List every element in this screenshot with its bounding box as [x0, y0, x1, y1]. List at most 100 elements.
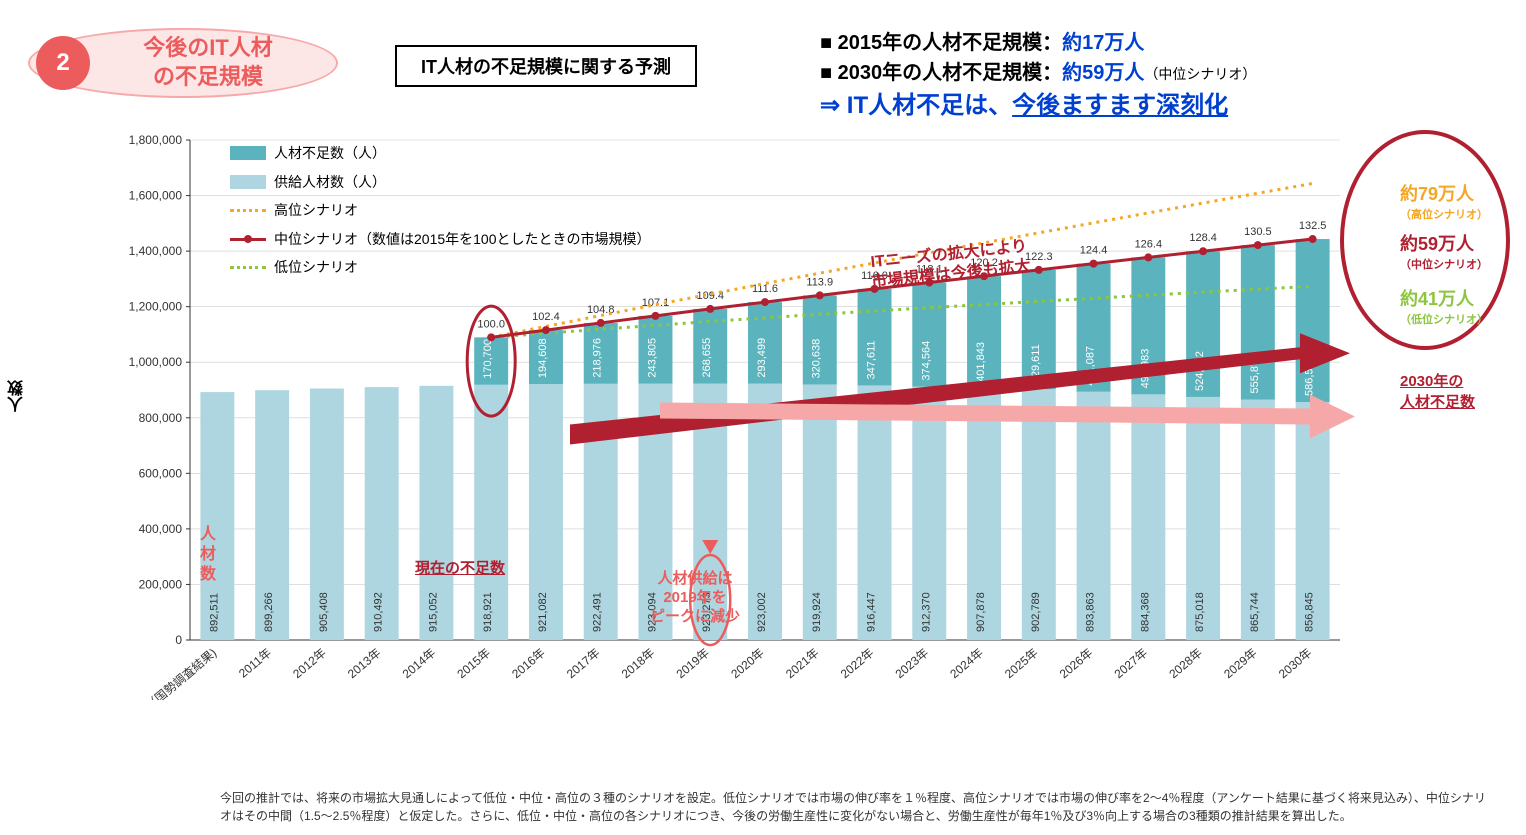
legend: 人材不足数（人） 供給人材数（人） 高位シナリオ 中位シナリオ（数値は2015年…	[230, 140, 651, 283]
svg-text:2019年: 2019年	[674, 646, 713, 682]
svg-text:875,018: 875,018	[1194, 592, 1206, 632]
svg-text:2016年: 2016年	[509, 646, 548, 682]
conclusion-prefix: ⇒ IT人材不足は、	[820, 88, 1012, 124]
svg-text:128.4: 128.4	[1189, 232, 1217, 244]
svg-text:2024年: 2024年	[947, 646, 986, 682]
svg-text:2015年: 2015年	[454, 646, 493, 682]
legend-mid: 中位シナリオ（数値は2015年を100としたときの市場規模）	[274, 226, 651, 253]
svg-text:921,082: 921,082	[537, 592, 549, 632]
svg-text:907,878: 907,878	[975, 592, 987, 632]
scenario-note: （中位シナリオ）	[1144, 64, 1256, 85]
legend-supply: 供給人材数（人）	[274, 169, 386, 196]
svg-text:126.4: 126.4	[1135, 238, 1163, 250]
svg-text:2014年: 2014年	[400, 646, 439, 682]
footnote: 今回の推計では、将来の市場拡大見通しによって低位・中位・高位の３種のシナリオを設…	[220, 789, 1486, 825]
bullet-2030-label: ■ 2030年の人材不足規模：	[820, 58, 1062, 88]
svg-text:194,608: 194,608	[537, 338, 549, 378]
svg-text:2030年: 2030年	[1276, 646, 1315, 682]
annot-peak: 人材供給は 2019年を ピークに減少	[650, 570, 740, 626]
badge-number: 2	[36, 36, 90, 90]
annot-current-shortage: 現在の不足数	[415, 560, 505, 579]
svg-text:347,611: 347,611	[866, 340, 878, 379]
scen-low-sub: （低位シナリオ）	[1400, 311, 1488, 327]
svg-text:102.4: 102.4	[532, 311, 560, 323]
svg-text:912,370: 912,370	[920, 592, 932, 632]
svg-text:2026年: 2026年	[1057, 646, 1096, 682]
svg-text:2012年: 2012年	[290, 646, 329, 682]
legend-low: 低位シナリオ	[274, 254, 358, 281]
svg-text:2020年: 2020年	[728, 646, 767, 682]
svg-text:600,000: 600,000	[139, 466, 183, 480]
svg-text:170,700: 170,700	[482, 339, 494, 379]
scen-mid-sub: （中位シナリオ）	[1400, 256, 1488, 272]
svg-text:130.5: 130.5	[1244, 226, 1272, 238]
svg-text:320,638: 320,638	[811, 339, 823, 379]
svg-text:243,805: 243,805	[646, 338, 658, 378]
svg-text:1,600,000: 1,600,000	[129, 189, 183, 203]
svg-text:113.9: 113.9	[806, 276, 833, 288]
svg-text:800,000: 800,000	[139, 411, 183, 425]
svg-text:268,655: 268,655	[701, 338, 713, 378]
svg-text:124.4: 124.4	[1080, 245, 1108, 257]
svg-text:2021年: 2021年	[783, 646, 822, 682]
conclusion-emph: 今後ますます深刻化	[1012, 88, 1228, 124]
svg-text:919,924: 919,924	[811, 592, 823, 632]
y-axis-label: 人数	[6, 380, 30, 412]
legend-shortage: 人材不足数（人）	[274, 140, 386, 167]
svg-text:916,447: 916,447	[866, 592, 878, 632]
svg-text:132.5: 132.5	[1299, 220, 1327, 232]
svg-text:918,921: 918,921	[482, 592, 494, 632]
svg-text:2011年: 2011年	[236, 646, 274, 681]
svg-text:893,863: 893,863	[1085, 592, 1097, 632]
svg-text:892,511: 892,511	[208, 593, 220, 632]
svg-text:1,200,000: 1,200,000	[129, 300, 183, 314]
svg-text:910,492: 910,492	[373, 592, 385, 632]
svg-text:899,266: 899,266	[263, 592, 275, 632]
scen-low-val: 約41万人	[1400, 289, 1474, 309]
header: 2 今後のIT人材 の不足規模 IT人材の不足規模に関する予測 ■ 2015年の…	[0, 10, 1526, 100]
value-2015: 約17万人	[1062, 28, 1144, 58]
svg-text:1,000,000: 1,000,000	[129, 355, 183, 369]
svg-text:2018年: 2018年	[619, 646, 658, 682]
scen-mid-val: 約59万人	[1400, 234, 1474, 254]
svg-text:2013年: 2013年	[345, 646, 384, 682]
svg-text:2022年: 2022年	[838, 646, 877, 682]
svg-text:0: 0	[175, 633, 182, 647]
chart-title-box: IT人材の不足規模に関する予測	[395, 45, 697, 87]
svg-text:865,744: 865,744	[1249, 592, 1261, 632]
value-2030: 約59万人	[1062, 58, 1144, 88]
svg-text:2025年: 2025年	[1002, 646, 1041, 682]
summary-block: ■ 2015年の人材不足規模：約17万人 ■ 2030年の人材不足規模：約59万…	[820, 28, 1256, 124]
svg-text:856,845: 856,845	[1304, 592, 1316, 632]
svg-text:884,368: 884,368	[1139, 592, 1151, 632]
svg-text:922,491: 922,491	[592, 592, 604, 632]
section-badge: 2 今後のIT人材 の不足規模	[28, 28, 338, 98]
svg-text:905,408: 905,408	[318, 592, 330, 632]
svg-text:2028年: 2028年	[1166, 646, 1205, 682]
scen-high-val: 約79万人	[1400, 184, 1474, 204]
legend-high: 高位シナリオ	[274, 197, 358, 224]
svg-text:902,789: 902,789	[1030, 592, 1042, 632]
svg-text:923,002: 923,002	[756, 592, 768, 632]
svg-text:293,499: 293,499	[756, 338, 768, 378]
svg-text:218,976: 218,976	[592, 338, 604, 378]
svg-text:200,000: 200,000	[139, 577, 183, 591]
annot-jinzaisu: 人 材 数	[200, 525, 216, 585]
svg-text:111.6: 111.6	[752, 283, 778, 295]
svg-text:2029年: 2029年	[1221, 646, 1260, 682]
svg-text:2023年: 2023年	[893, 646, 932, 682]
svg-text:1,800,000: 1,800,000	[129, 133, 183, 147]
badge-text: 今後のIT人材 の不足規模	[90, 34, 336, 91]
svg-text:915,052: 915,052	[427, 592, 439, 632]
scen-high-sub: （高位シナリオ）	[1400, 206, 1488, 222]
svg-text:2010年（国勢調査結果): 2010年（国勢調査結果)	[113, 645, 220, 700]
svg-text:401,843: 401,843	[975, 342, 987, 382]
right-title: 2030年の 人材不足数	[1400, 370, 1475, 412]
svg-text:1,400,000: 1,400,000	[129, 244, 183, 258]
svg-text:100.0: 100.0	[477, 318, 505, 330]
svg-text:400,000: 400,000	[139, 522, 183, 536]
svg-text:2027年: 2027年	[1112, 646, 1151, 682]
bullet-2015-label: ■ 2015年の人材不足規模：	[820, 28, 1062, 58]
svg-text:2017年: 2017年	[564, 646, 603, 682]
svg-text:374,564: 374,564	[920, 341, 932, 381]
